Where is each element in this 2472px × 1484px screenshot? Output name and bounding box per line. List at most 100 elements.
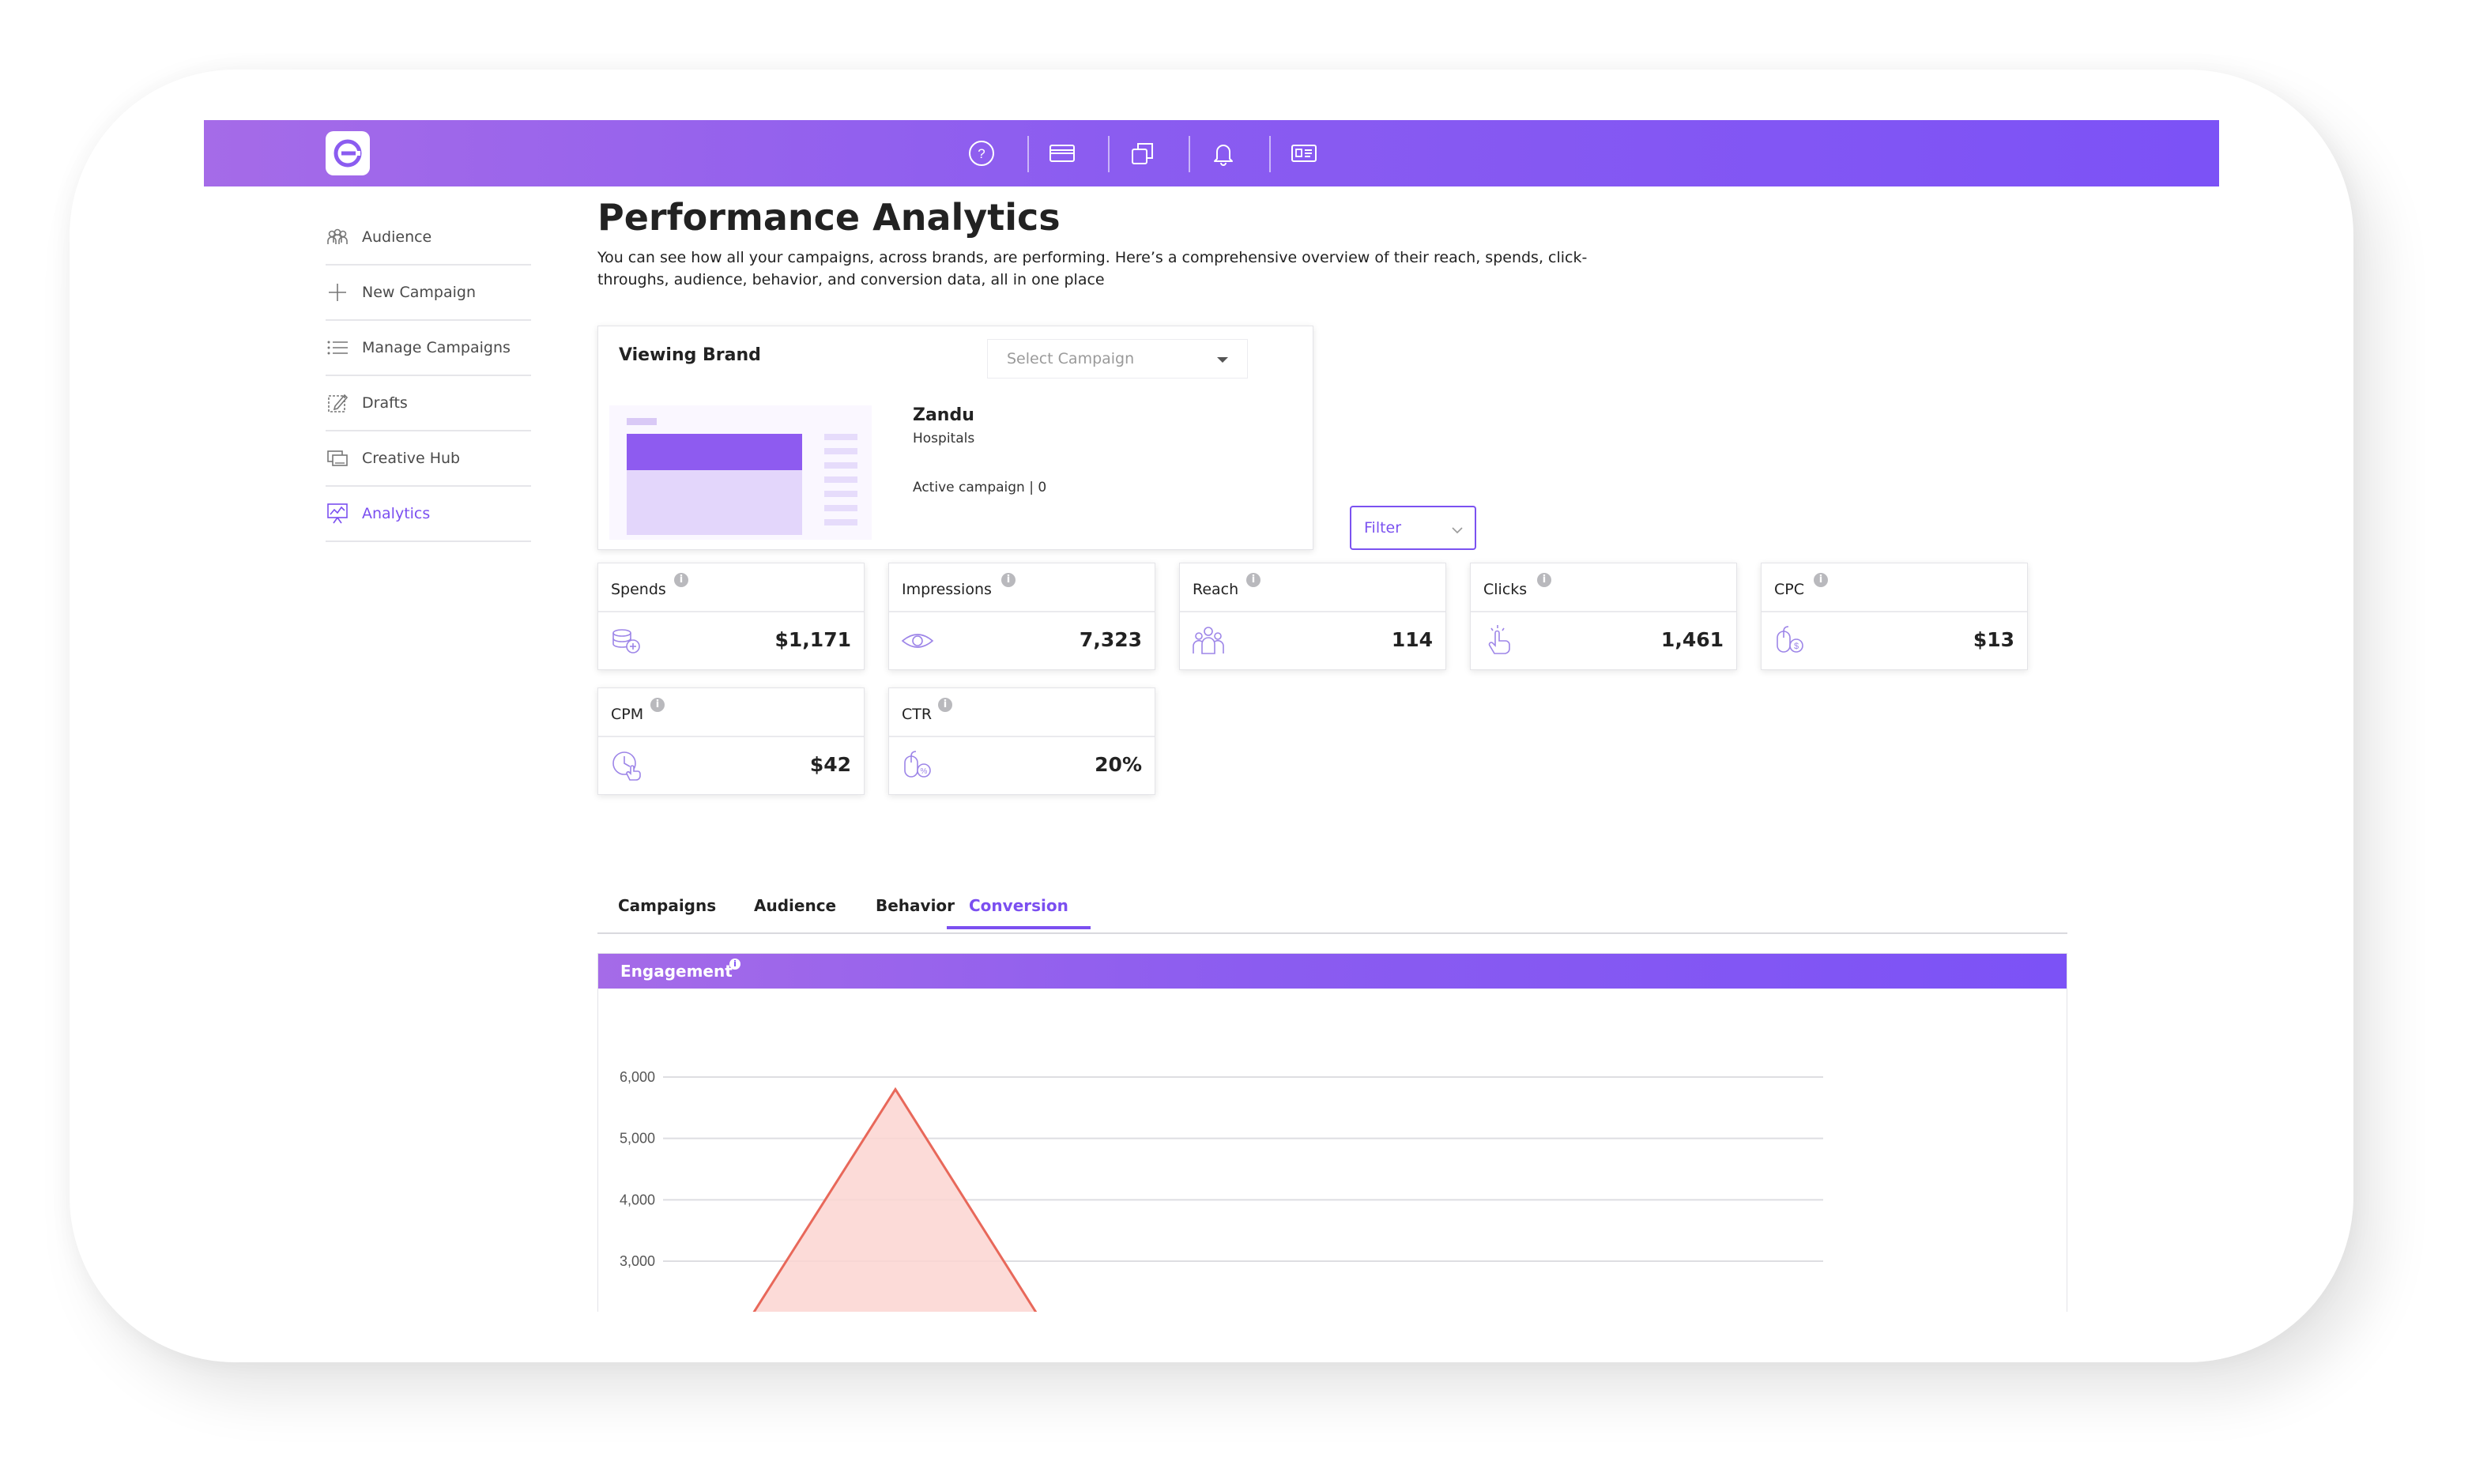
help-icon[interactable]: ? [964, 136, 999, 171]
sidebar-item-label: Analytics [362, 505, 431, 522]
metric-value: 7,323 [1079, 628, 1142, 651]
campaign-select[interactable]: Select Campaign [987, 339, 1248, 379]
metric-label: Impressions [902, 581, 992, 598]
series-line [752, 1087, 1038, 1312]
analytics-icon [326, 503, 349, 524]
sidebar-item-analytics[interactable]: Analytics [326, 487, 531, 542]
active-campaign-count: Active campaign | 0 [913, 480, 1047, 495]
sidebar-item-label: Manage Campaigns [362, 339, 511, 356]
metric-label: CPM [611, 706, 644, 723]
metric-value: 1,461 [1660, 628, 1724, 651]
profile-card-icon[interactable] [1287, 136, 1321, 171]
engagement-chart-panel: Engagement i 1,0002,0003,0004,0005,0006,… [597, 953, 2067, 1312]
brand-name: Zandu [913, 405, 974, 425]
metric-card-spends: Spends i $1,171 [597, 563, 865, 670]
sidebar-item-new-campaign[interactable]: New Campaign [326, 266, 531, 321]
tab-behavior[interactable]: Behavior [876, 896, 955, 915]
app-logo[interactable] [326, 131, 370, 175]
metric-value: $1,171 [774, 628, 851, 651]
brand-category: Hospitals [913, 431, 975, 446]
tab-campaigns[interactable]: Campaigns [618, 896, 717, 915]
analytics-tabs: Campaigns Audience Behavior Conversion [597, 893, 2067, 934]
chart-header: Engagement i [598, 954, 2067, 989]
metric-label: Clicks [1483, 581, 1528, 598]
y-tick-label: 6,000 [620, 1069, 655, 1085]
sidebar-item-manage-campaigns[interactable]: Manage Campaigns [326, 321, 531, 376]
click-icon [1482, 623, 1517, 658]
metric-card-impressions: Impressions i 7,323 [888, 563, 1155, 670]
metric-value: 20% [1095, 753, 1142, 776]
sidebar-item-label: New Campaign [362, 284, 476, 301]
logo-icon [333, 139, 362, 168]
info-icon[interactable]: i [729, 959, 740, 970]
audience-icon [326, 227, 349, 247]
sidebar-item-drafts[interactable]: Drafts [326, 376, 531, 431]
info-icon[interactable]: i [674, 573, 688, 587]
metric-label: Reach [1193, 581, 1239, 598]
plus-icon [326, 282, 349, 303]
topbar-divider [1269, 136, 1271, 172]
svg-text:?: ? [978, 146, 985, 161]
card-icon[interactable] [1045, 136, 1080, 171]
info-icon[interactable]: i [1001, 573, 1016, 587]
caret-down-icon [1217, 357, 1228, 363]
metric-card-cpm: CPM i $42 [597, 687, 865, 795]
top-bar: ? [204, 120, 2219, 186]
people-icon [1191, 623, 1226, 658]
topbar-divider [1027, 136, 1029, 172]
metric-label: Spends [611, 581, 666, 598]
info-icon[interactable]: i [938, 698, 952, 712]
metric-value: 114 [1391, 628, 1433, 651]
page-description: You can see how all your campaigns, acro… [597, 249, 1588, 288]
y-tick-label: 3,000 [620, 1253, 655, 1269]
metric-card-reach: Reach i 114 [1179, 563, 1446, 670]
metric-value: $42 [809, 753, 851, 776]
sidebar-item-label: Creative Hub [362, 450, 461, 467]
campaign-select-placeholder: Select Campaign [1007, 350, 1135, 367]
cpc-icon: $ [1773, 623, 1807, 658]
ctr-icon: % [900, 748, 935, 783]
spends-icon [609, 623, 644, 658]
y-tick-label: 4,000 [620, 1192, 655, 1207]
copy-icon[interactable] [1125, 136, 1160, 171]
brand-thumbnail [609, 405, 872, 540]
chart-title: Engagement [620, 962, 733, 981]
info-icon[interactable]: i [1537, 573, 1551, 587]
filter-button[interactable]: Filter [1350, 506, 1476, 550]
series-area [754, 1089, 1036, 1312]
app-window: ? Audience New Campaign [204, 120, 2219, 1312]
drafts-icon [326, 393, 349, 413]
sidebar-item-label: Drafts [362, 394, 408, 412]
brand-card: Viewing Brand Select Campaign Zandu Hosp… [597, 326, 1313, 550]
metric-label: CTR [902, 706, 933, 723]
metric-card-clicks: Clicks i 1,461 [1470, 563, 1737, 670]
metric-card-ctr: CTR i % 20% [888, 687, 1155, 795]
sidebar-item-audience[interactable]: Audience [326, 210, 531, 266]
topbar-divider [1189, 136, 1190, 172]
sidebar: Audience New Campaign Manage Campaigns D… [326, 210, 531, 542]
creative-hub-icon [326, 448, 349, 469]
filter-label: Filter [1364, 519, 1402, 537]
chevron-down-icon [1451, 522, 1464, 539]
info-icon[interactable]: i [1814, 573, 1828, 587]
metric-label: CPC [1774, 581, 1804, 598]
topbar-divider [1108, 136, 1110, 172]
brand-card-title: Viewing Brand [619, 345, 761, 365]
page-title: Performance Analytics [597, 196, 1061, 239]
eye-icon [900, 623, 935, 658]
device-frame: ? Audience New Campaign [70, 70, 2353, 1362]
info-icon[interactable]: i [650, 698, 665, 712]
metric-value: $13 [1973, 628, 2014, 651]
tab-conversion[interactable]: Conversion [947, 896, 1091, 929]
svg-text:$: $ [1794, 642, 1799, 651]
sidebar-item-label: Audience [362, 228, 432, 246]
bell-icon[interactable] [1206, 136, 1241, 171]
list-icon [326, 337, 349, 358]
sidebar-item-creative-hub[interactable]: Creative Hub [326, 431, 531, 487]
tab-audience[interactable]: Audience [754, 896, 837, 915]
metric-card-cpc: CPC i $ $13 [1761, 563, 2028, 670]
cpm-icon [609, 748, 644, 783]
svg-text:%: % [921, 767, 928, 776]
info-icon[interactable]: i [1246, 573, 1260, 587]
